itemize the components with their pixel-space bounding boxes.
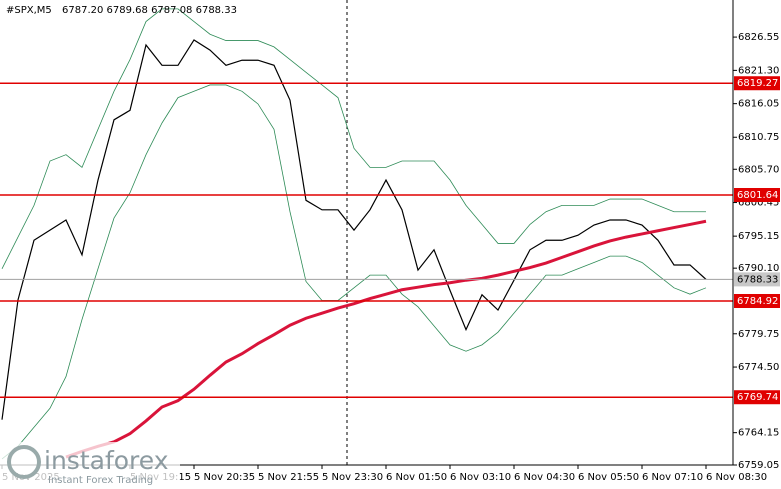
x-tick-label: 6 Nov 01:50 <box>386 472 447 483</box>
x-tick-label: 5 Nov 21:55 <box>258 472 319 483</box>
brand-tagline: Instant Forex Trading <box>48 475 153 486</box>
series-line <box>1 39 707 420</box>
brand-name: instaforex <box>44 446 169 475</box>
level-box <box>734 390 780 405</box>
y-tick-label: 6816.05 <box>738 99 779 110</box>
y-tick-label: 6774.50 <box>738 362 779 373</box>
y-tick-label: 6805.70 <box>738 164 779 175</box>
x-tick-label: 5 Nov 23:30 <box>322 472 383 483</box>
series-line <box>1 8 706 269</box>
level-box <box>734 188 780 203</box>
y-tick-label: 6790.10 <box>738 263 779 274</box>
y-tick-label: 6821.30 <box>738 65 779 76</box>
x-tick-label: 6 Nov 04:30 <box>514 472 575 483</box>
logo: instaforex Instant Forex Trading <box>0 442 180 489</box>
current-price-label: 6788.33 <box>737 274 778 285</box>
level-box <box>734 293 780 308</box>
x-tick-label: 5 Nov 20:35 <box>194 472 255 483</box>
y-tick-label: 6764.15 <box>738 428 779 439</box>
level-label: 6769.74 <box>737 392 778 403</box>
y-tick-label: 6826.55 <box>738 32 779 43</box>
series-line <box>65 219 707 459</box>
y-tick-label: 6810.75 <box>738 132 779 143</box>
current-price-box <box>734 272 780 287</box>
level-label: 6819.27 <box>737 78 778 89</box>
x-tick-label: 6 Nov 07:10 <box>642 472 703 483</box>
series-line <box>1 84 707 460</box>
y-tick-label: 6759.05 <box>738 460 779 471</box>
logo-icon <box>7 445 41 479</box>
chart-title: #SPX,M5 <box>6 5 52 16</box>
y-tick-label: 6800.45 <box>738 198 779 209</box>
level-label: 6801.64 <box>737 190 778 201</box>
x-tick-label: 6 Nov 05:50 <box>578 472 639 483</box>
x-tick-label: 6 Nov 03:10 <box>450 472 511 483</box>
ohlc-readout: 6787.20 6789.68 6787.08 6788.33 <box>62 5 237 16</box>
level-box <box>734 76 780 91</box>
level-label: 6784.92 <box>737 296 778 307</box>
y-tick-label: 6779.75 <box>738 329 779 340</box>
y-tick-label: 6795.15 <box>738 231 779 242</box>
x-tick-label: 6 Nov 08:30 <box>706 472 767 483</box>
